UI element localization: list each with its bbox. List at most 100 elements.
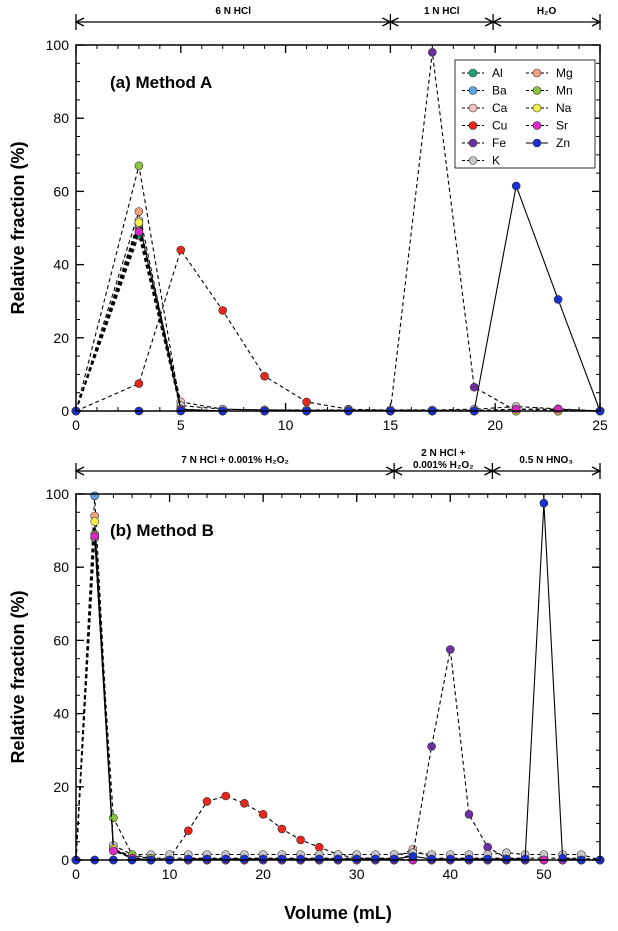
- legend-item-zn: Zn: [526, 136, 570, 150]
- y-tick-label: 20: [53, 779, 69, 795]
- data-point-cu: [302, 397, 311, 407]
- region-arrow-left: [490, 466, 501, 476]
- data-point-zn: [464, 854, 474, 864]
- data-point-sr: [134, 227, 144, 236]
- legend-item-ca: Ca: [462, 101, 508, 115]
- region-label: 7 N HCl + 0.001% H₂O₂: [181, 455, 289, 466]
- legend-label: Sr: [556, 119, 568, 133]
- series-line-zn: [76, 183, 601, 412]
- y-tick-label: 40: [53, 706, 69, 722]
- legend-label: Na: [556, 101, 572, 115]
- series-zn: [71, 498, 605, 865]
- series-line-k: [75, 222, 601, 412]
- y-tick-label: 100: [46, 486, 70, 502]
- data-point-zn: [277, 854, 287, 864]
- y-tick-label: 60: [53, 183, 69, 199]
- region-arrow-right: [591, 466, 602, 476]
- series-line-mg: [75, 209, 600, 412]
- data-point-zn: [553, 295, 563, 304]
- legend-marker: [468, 138, 478, 148]
- data-point-sr: [109, 846, 118, 856]
- legend-item-mg: Mg: [526, 66, 573, 80]
- legend-item-fe: Fe: [462, 136, 506, 150]
- panel-b-region-bar: 7 N HCl + 0.001% H₂O₂ 2 N HCl +0.001% H₂O…: [74, 448, 602, 479]
- legend: Al Ba Ca Cu Fe K Mg Mn Na Sr Zn: [454, 59, 596, 169]
- legend-box: [454, 59, 596, 169]
- data-point-zn: [333, 854, 343, 864]
- data-point-na: [90, 517, 99, 526]
- panel-b-axes: 0 10 20 30 40 50 0 20 40 60 80 100: [46, 486, 601, 882]
- data-point-fe: [445, 645, 455, 654]
- data-point-fe: [464, 809, 474, 819]
- data-point-zn: [296, 854, 305, 864]
- legend-item-cu: Cu: [462, 119, 507, 133]
- legend-marker: [532, 68, 542, 78]
- series-k: [71, 220, 605, 416]
- panel-b: 7 N HCl + 0.001% H₂O₂ 2 N HCl +0.001% H₂O…: [8, 448, 605, 923]
- series-line-ca: [75, 218, 601, 412]
- legend-marker: [532, 121, 542, 130]
- data-point-cu: [134, 379, 144, 388]
- series-line-fe: [76, 649, 600, 861]
- panel-a-plot-frame: [75, 44, 601, 412]
- data-point-zn: [502, 854, 511, 864]
- region-arrow-left: [388, 17, 399, 27]
- x-tick-label: 10: [278, 417, 294, 433]
- data-point-zn: [427, 854, 436, 864]
- legend-marker: [468, 121, 478, 130]
- x-tick-label: 40: [442, 866, 458, 882]
- series-line-zn: [76, 503, 600, 861]
- legend-marker: [468, 103, 478, 113]
- y-tick-label: 80: [53, 559, 69, 575]
- legend-item-k: K: [462, 154, 500, 168]
- series-ca: [71, 216, 605, 416]
- legend-item-na: Na: [526, 101, 572, 115]
- data-point-zn: [511, 181, 521, 191]
- panel-a-region-bar: 6 N HCl 1 N HCl H₂O: [74, 6, 602, 30]
- series-mg: [71, 207, 605, 416]
- region-label: 1 N HCl: [424, 6, 460, 17]
- x-tick-label: 10: [162, 866, 178, 882]
- region-label: 0.5 N HNO₃: [519, 455, 573, 466]
- y-tick-label: 0: [61, 852, 69, 868]
- data-point-fe: [427, 742, 436, 751]
- data-point-cu: [184, 826, 193, 836]
- region-arrow-left: [74, 17, 85, 27]
- legend-label: Ca: [492, 101, 508, 115]
- x-tick-label: 20: [487, 417, 503, 433]
- data-point-cu: [260, 371, 269, 381]
- data-point-mg: [134, 207, 144, 216]
- legend-label: Zn: [556, 136, 570, 150]
- series-ba: [71, 223, 605, 416]
- region-label: 6 N HCl: [215, 6, 251, 17]
- data-point-sr: [90, 531, 99, 541]
- series-mn: [71, 529, 605, 865]
- panel-a-title: (a) Method A: [110, 73, 212, 92]
- x-tick-label: 50: [536, 866, 552, 882]
- data-point-zn: [389, 854, 399, 864]
- data-point-cu: [221, 791, 230, 801]
- legend-item-mn: Mn: [526, 84, 573, 98]
- series-cu: [71, 245, 605, 416]
- data-point-cu: [218, 306, 227, 315]
- series-line-mn: [75, 534, 600, 861]
- panel-b-plot-frame: [75, 493, 601, 861]
- data-point-cu: [296, 835, 305, 845]
- data-point-fe: [427, 47, 437, 57]
- region-arrow-left: [491, 17, 502, 27]
- data-point-fe: [483, 842, 493, 852]
- y-tick-label: 40: [53, 257, 69, 273]
- data-point-zn: [221, 854, 230, 864]
- series-sr: [71, 531, 605, 865]
- data-point-zn: [520, 854, 530, 864]
- y-tick-label: 80: [53, 110, 69, 126]
- x-tick-label: 30: [349, 866, 365, 882]
- x-tick-label: 25: [592, 417, 608, 433]
- data-point-zn: [202, 854, 212, 864]
- y-tick-label: 60: [53, 632, 69, 648]
- data-point-zn: [371, 854, 380, 864]
- series-al: [71, 533, 605, 865]
- x-tick-label: 0: [72, 866, 80, 882]
- series-al: [71, 231, 605, 416]
